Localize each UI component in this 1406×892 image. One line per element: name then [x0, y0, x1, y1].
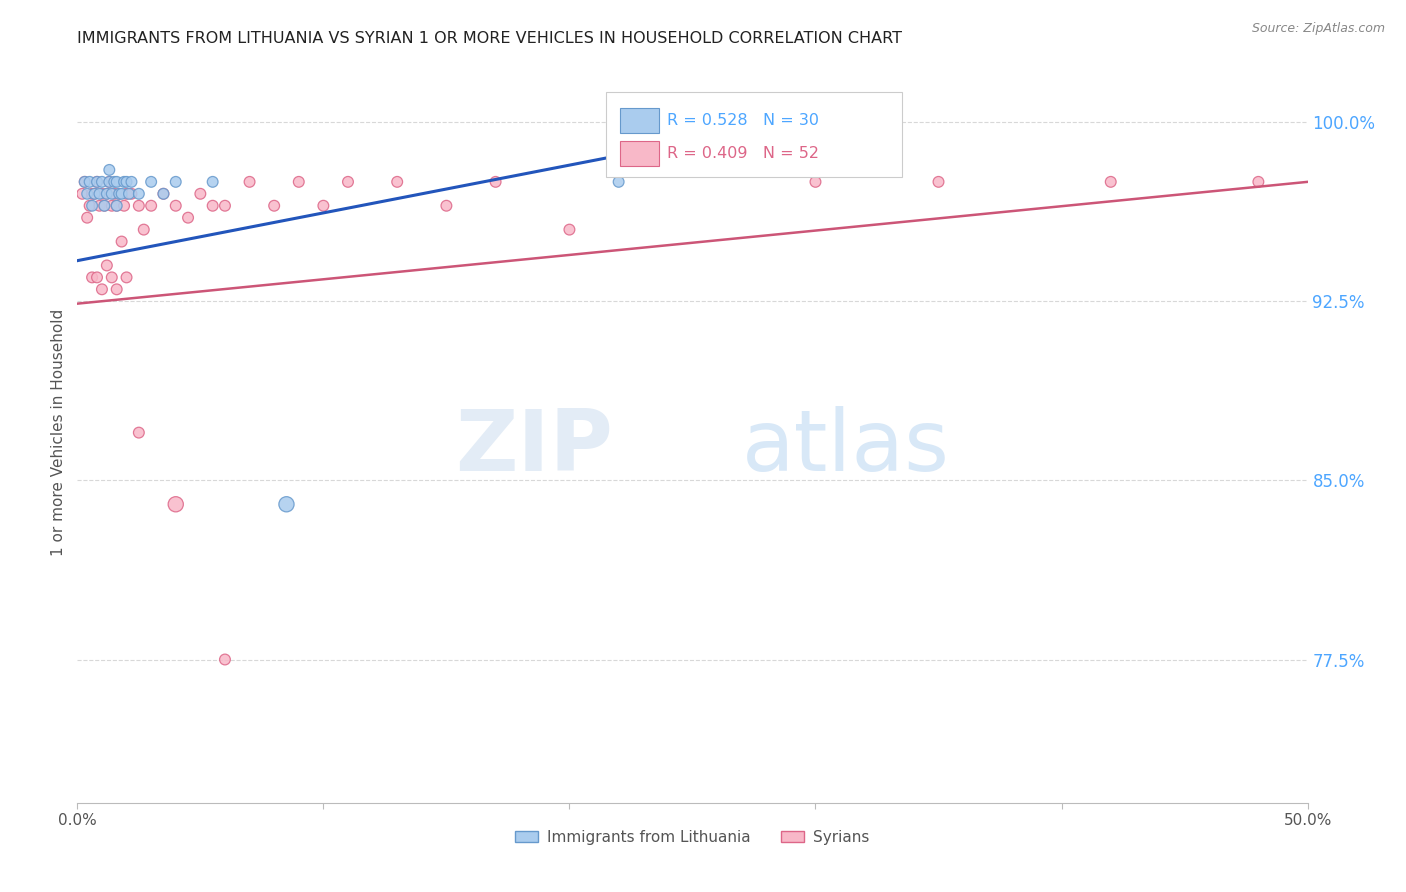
Point — [112, 199, 135, 213]
Point — [111, 235, 132, 249]
Point — [263, 199, 285, 213]
Point — [103, 175, 125, 189]
Point — [73, 175, 96, 189]
Point — [112, 175, 135, 189]
Point — [79, 175, 101, 189]
Point — [98, 175, 121, 189]
Point — [121, 175, 143, 189]
Point — [105, 175, 128, 189]
Point — [152, 186, 174, 201]
Point — [177, 211, 200, 225]
Point — [105, 282, 128, 296]
Point — [82, 270, 104, 285]
Point — [83, 186, 105, 201]
Point — [128, 425, 150, 440]
Point — [76, 186, 98, 201]
Point — [70, 186, 93, 201]
Point — [86, 175, 108, 189]
Point — [82, 186, 104, 201]
Point — [98, 162, 121, 177]
Point — [276, 497, 298, 511]
Point — [101, 199, 124, 213]
Point — [93, 199, 115, 213]
Point — [239, 175, 262, 189]
Point — [385, 175, 409, 189]
Legend: Immigrants from Lithuania, Syrians: Immigrants from Lithuania, Syrians — [509, 823, 876, 851]
Point — [101, 270, 124, 285]
Point — [201, 175, 224, 189]
Point — [90, 175, 114, 189]
Point — [804, 175, 827, 189]
Point — [76, 211, 98, 225]
FancyBboxPatch shape — [620, 108, 659, 133]
Point — [188, 186, 212, 201]
Point — [928, 175, 950, 189]
Text: R = 0.528   N = 30: R = 0.528 N = 30 — [666, 112, 818, 128]
Point — [1099, 175, 1122, 189]
Point — [86, 270, 108, 285]
Point — [105, 199, 128, 213]
Point — [118, 186, 141, 201]
Point — [96, 186, 118, 201]
Point — [132, 222, 155, 236]
Point — [93, 199, 115, 213]
Point — [141, 175, 163, 189]
Point — [96, 186, 118, 201]
Point — [436, 199, 458, 213]
Point — [141, 199, 163, 213]
Point — [103, 186, 125, 201]
Point — [105, 199, 128, 213]
FancyBboxPatch shape — [606, 92, 901, 178]
Point — [115, 186, 138, 201]
Point — [108, 186, 131, 201]
Point — [558, 222, 581, 236]
Point — [83, 186, 105, 201]
Point — [485, 175, 508, 189]
Point — [86, 175, 108, 189]
Text: Source: ZipAtlas.com: Source: ZipAtlas.com — [1251, 22, 1385, 36]
Point — [115, 270, 138, 285]
Point — [82, 199, 104, 213]
Text: ZIP: ZIP — [454, 406, 613, 489]
Point — [96, 259, 118, 273]
Point — [89, 186, 111, 201]
FancyBboxPatch shape — [620, 141, 659, 166]
Point — [288, 175, 311, 189]
Point — [90, 186, 114, 201]
Point — [165, 199, 187, 213]
Text: R = 0.409   N = 52: R = 0.409 N = 52 — [666, 146, 818, 161]
Point — [607, 175, 630, 189]
Point — [337, 175, 360, 189]
Text: atlas: atlas — [742, 406, 949, 489]
Point — [201, 199, 224, 213]
Point — [755, 120, 778, 134]
Point — [128, 199, 150, 213]
Text: IMMIGRANTS FROM LITHUANIA VS SYRIAN 1 OR MORE VEHICLES IN HOUSEHOLD CORRELATION : IMMIGRANTS FROM LITHUANIA VS SYRIAN 1 OR… — [77, 31, 903, 46]
Point — [111, 186, 132, 201]
Point — [121, 186, 143, 201]
Point — [128, 186, 150, 201]
Point — [101, 186, 124, 201]
Point — [73, 175, 96, 189]
Point — [89, 199, 111, 213]
Point — [312, 199, 335, 213]
Point — [108, 186, 131, 201]
Point — [165, 497, 187, 511]
Point — [115, 175, 138, 189]
Point — [214, 199, 236, 213]
Point — [79, 199, 101, 213]
Point — [1247, 175, 1270, 189]
Y-axis label: 1 or more Vehicles in Household: 1 or more Vehicles in Household — [51, 309, 66, 557]
Point — [214, 652, 236, 666]
Point — [165, 175, 187, 189]
Point — [90, 282, 114, 296]
Point — [98, 175, 121, 189]
Point — [152, 186, 174, 201]
